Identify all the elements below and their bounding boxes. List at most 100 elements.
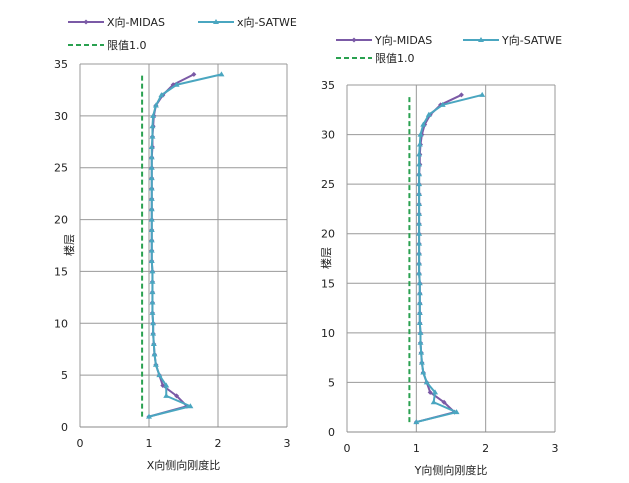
y-tick-label: 15: [54, 265, 68, 278]
y-tick-label: 25: [321, 178, 335, 191]
triangle-marker: [416, 161, 423, 167]
triangle-marker: [420, 121, 427, 127]
legend-item: 限值1.0: [68, 39, 147, 52]
triangle-marker: [148, 237, 155, 243]
legend-label: Y向-MIDAS: [374, 33, 432, 47]
y-tick-label: 25: [54, 162, 68, 175]
series-1: [413, 92, 464, 425]
x-tick-label: 2: [215, 437, 222, 450]
triangle-marker: [163, 382, 170, 388]
series-1: [146, 71, 197, 420]
triangle-marker: [150, 320, 157, 326]
triangle-marker: [173, 81, 180, 87]
triangle-marker: [416, 300, 423, 306]
triangle-marker: [479, 91, 486, 97]
triangle-marker: [416, 210, 423, 216]
triangle-marker: [416, 151, 423, 157]
y-axis-label: 楼层: [319, 247, 333, 269]
x-tick-label: 1: [413, 442, 420, 455]
triangle-marker: [420, 369, 427, 375]
triangle-marker: [148, 164, 155, 170]
y-tick-label: 35: [321, 79, 335, 92]
triangle-marker: [218, 71, 225, 77]
x-axis-label: X向侧向刚度比: [147, 458, 221, 472]
triangle-marker: [149, 123, 156, 129]
chart-panel-2: 0 5 10 15 20 25 30 35 0 1 2 3 Y向侧向刚度比 楼层 Y向-MIDAS Y向-SA…: [319, 33, 562, 477]
triangle-marker: [150, 330, 157, 336]
diamond-marker: [83, 19, 89, 25]
triangle-marker: [416, 270, 423, 276]
x-tick-label: 3: [552, 442, 559, 455]
triangle-marker: [148, 258, 155, 264]
triangle-marker: [148, 206, 155, 212]
triangle-marker: [148, 247, 155, 253]
triangle-marker: [149, 268, 156, 274]
y-tick-label: 30: [54, 110, 68, 123]
y-tick-label: 35: [54, 58, 68, 71]
triangle-marker: [150, 112, 157, 118]
triangle-marker: [416, 230, 423, 236]
triangle-marker: [163, 392, 170, 398]
triangle-marker: [148, 175, 155, 181]
triangle-marker: [416, 260, 423, 266]
legend-label: x向-SATWE: [237, 15, 297, 29]
triangle-marker: [156, 372, 163, 378]
y-tick-label: 10: [321, 327, 335, 340]
triangle-marker: [213, 19, 219, 24]
triangle-marker: [416, 220, 423, 226]
triangle-marker: [416, 200, 423, 206]
triangle-marker: [453, 409, 460, 415]
triangle-marker: [149, 278, 156, 284]
x-tick-label: 0: [344, 442, 351, 455]
triangle-marker: [478, 37, 484, 42]
legend-label: X向-MIDAS: [107, 15, 165, 29]
y-tick-label: 0: [328, 426, 335, 439]
legend-label: Y向-SATWE: [501, 33, 562, 47]
legend-label: 限值1.0: [375, 52, 415, 65]
triangle-marker: [430, 399, 437, 405]
x-tick-label: 0: [77, 437, 84, 450]
y-tick-label: 5: [328, 376, 335, 389]
legend-item: Y向-SATWE: [463, 33, 562, 47]
triangle-marker: [148, 154, 155, 160]
diamond-marker: [441, 399, 447, 405]
triangle-marker: [149, 133, 156, 139]
series-line: [148, 73, 222, 418]
triangle-marker: [416, 319, 423, 325]
legend-item: Y向-MIDAS: [336, 33, 432, 47]
triangle-marker: [417, 131, 424, 137]
triangle-marker: [416, 310, 423, 316]
triangle-marker: [158, 92, 165, 98]
x-tick-label: 3: [284, 437, 291, 450]
triangle-marker: [151, 351, 158, 357]
series-2: [146, 71, 225, 419]
triangle-marker: [148, 226, 155, 232]
y-tick-label: 20: [321, 228, 335, 241]
x-tick-label: 1: [146, 437, 153, 450]
legend-item: 限值1.0: [336, 52, 415, 65]
series-line: [416, 93, 483, 424]
legend-item: x向-SATWE: [198, 15, 297, 29]
triangle-marker: [416, 191, 423, 197]
diamond-marker: [174, 393, 180, 399]
triangle-marker: [152, 102, 159, 108]
triangle-marker: [416, 141, 423, 147]
y-tick-label: 10: [54, 317, 68, 330]
triangle-marker: [148, 185, 155, 191]
triangle-marker: [416, 250, 423, 256]
triangle-marker: [413, 419, 420, 425]
triangle-marker: [418, 349, 425, 355]
triangle-marker: [417, 329, 424, 335]
triangle-marker: [432, 389, 439, 395]
y-tick-label: 5: [61, 369, 68, 382]
triangle-marker: [423, 379, 430, 385]
triangle-marker: [416, 280, 423, 286]
y-tick-label: 30: [321, 129, 335, 142]
triangle-marker: [148, 143, 155, 149]
y-tick-label: 0: [61, 421, 68, 434]
series-2: [413, 91, 486, 425]
diamond-marker: [458, 92, 464, 98]
triangle-marker: [149, 299, 156, 305]
diamond-marker: [427, 389, 433, 395]
